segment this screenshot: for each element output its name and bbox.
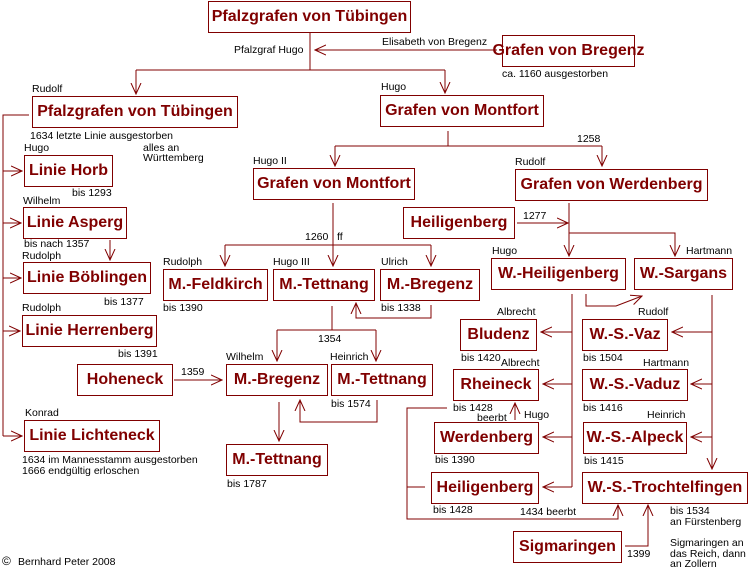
label: Albrecht	[497, 306, 536, 318]
label: bis 1787	[227, 478, 267, 490]
label: 1277	[523, 210, 547, 222]
label: 1634 letzte Linie ausgestorben	[30, 130, 174, 142]
box-ws-vaduz: W.-S.-Vaduz	[582, 369, 688, 401]
label: das Reich, dann	[670, 548, 746, 560]
label: bis nach 1357	[24, 238, 90, 250]
label: Albrecht	[501, 357, 540, 369]
box-grafen-von-montfort: Grafen von Montfort	[380, 95, 544, 127]
label: 1258	[577, 133, 601, 145]
box-m-tettnang: M.-Tettnang	[273, 269, 375, 301]
box-grafen-von-werdenberg: Grafen von Werdenberg	[515, 169, 708, 201]
box-ws-alpeck: W.-S.-Alpeck	[583, 422, 687, 454]
box-hoheneck: Hoheneck	[77, 364, 173, 396]
label: Heinrich	[330, 351, 369, 363]
label: Elisabeth von Bregenz	[382, 36, 488, 48]
label: beerbt	[477, 412, 507, 424]
label: ca. 1160 ausgestorben	[502, 68, 609, 80]
label: Rudolf	[515, 156, 546, 168]
box-ws-trochtelfingen: W.-S.-Trochtelfingen	[582, 472, 748, 504]
box-linie-boeblingen: Linie Böblingen	[23, 262, 151, 294]
label: bis 1534	[670, 505, 710, 517]
label: 1666 endgültig erloschen	[22, 465, 140, 477]
box-pfalzgrafen-tuebingen-top: Pfalzgrafen von Tübingen	[208, 1, 411, 33]
box-w-sargans: W.-Sargans	[634, 258, 733, 290]
box-heiligenberg: Heiligenberg	[403, 207, 515, 239]
label: Heinrich	[647, 409, 686, 421]
box-m-tettnang-3: M.-Tettnang	[226, 444, 328, 476]
box-linie-horb: Linie Horb	[24, 155, 113, 187]
box-rheineck: Rheineck	[453, 369, 539, 401]
label: Pfalzgraf Hugo	[234, 44, 304, 56]
label: Hugo	[24, 142, 50, 154]
label: bis 1416	[583, 402, 623, 414]
box-werdenberg: Werdenberg	[434, 422, 539, 454]
label: Ulrich	[381, 256, 408, 268]
label: bis 1390	[163, 302, 203, 314]
label: 1634 im Mannesstamm ausgestorben	[22, 454, 198, 466]
label: Hugo	[492, 245, 518, 257]
box-m-feldkirch: M.-Feldkirch	[163, 269, 268, 301]
box-grafen-von-bregenz: Grafen von Bregenz	[492, 35, 645, 67]
label: bis 1420	[461, 352, 501, 364]
label: 1359	[181, 366, 205, 378]
label: Hugo II	[253, 155, 287, 167]
label: Rudolph	[22, 250, 62, 262]
label: bis 1391	[118, 348, 158, 360]
label: Sigmaringen an	[670, 537, 744, 549]
label: bis 1428	[453, 402, 493, 414]
label: bis 1428	[433, 504, 473, 516]
label: Württemberg	[143, 152, 204, 164]
label: alles an	[143, 142, 180, 154]
label: bis 1390	[435, 454, 475, 466]
box-linie-lichteneck: Linie Lichteneck	[24, 420, 160, 452]
box-linie-herrenberg: Linie Herrenberg	[22, 315, 157, 347]
box-bludenz: Bludenz	[460, 319, 537, 351]
label: bis 1574	[331, 398, 371, 410]
label: ff	[337, 231, 343, 243]
label: bis 1504	[583, 352, 623, 364]
label: bis 1338	[381, 302, 421, 314]
box-linie-asperg: Linie Asperg	[23, 207, 127, 239]
box-w-heiligenberg: W.-Heiligenberg	[491, 258, 626, 290]
copyright-icon: ©	[2, 554, 11, 568]
label: Konrad	[25, 407, 59, 419]
box-pfalzgrafen-tuebingen: Pfalzgrafen von Tübingen	[32, 96, 238, 128]
label: Rudolph	[22, 302, 62, 314]
label: bis 1415	[584, 455, 624, 467]
copyright-text: Bernhard Peter 2008	[18, 556, 116, 568]
label: Hartmann	[643, 357, 690, 369]
box-m-bregenz: M.-Bregenz	[380, 269, 480, 301]
label: 1354	[318, 333, 342, 345]
label: Hugo III	[273, 256, 310, 268]
label: bis 1293	[72, 187, 112, 199]
label: Rudolph	[163, 256, 203, 268]
label: Hugo	[381, 81, 407, 93]
label: 1434 beerbt	[520, 506, 577, 518]
box-ws-vaz: W.-S.-Vaz	[582, 319, 668, 351]
label: bis 1377	[104, 296, 144, 308]
box-m-tettnang-2: M.-Tettnang	[331, 364, 433, 396]
box-m-bregenz-2: M.-Bregenz	[226, 364, 328, 396]
label: Rudolf	[32, 83, 63, 95]
label: Hartmann	[686, 245, 733, 257]
label: Hugo	[524, 409, 550, 421]
box-sigmaringen: Sigmaringen	[513, 531, 622, 563]
label: Wilhelm	[226, 351, 264, 363]
label: 1260	[305, 231, 329, 243]
label: Wilhelm	[23, 195, 61, 207]
box-grafen-von-montfort-2: Grafen von Montfort	[253, 168, 415, 200]
label: an Zollern	[670, 558, 717, 569]
label: Rudolf	[638, 306, 669, 318]
box-heiligenberg-2: Heiligenberg	[431, 472, 539, 504]
label: 1399	[627, 548, 651, 560]
label: an Fürstenberg	[670, 516, 742, 528]
